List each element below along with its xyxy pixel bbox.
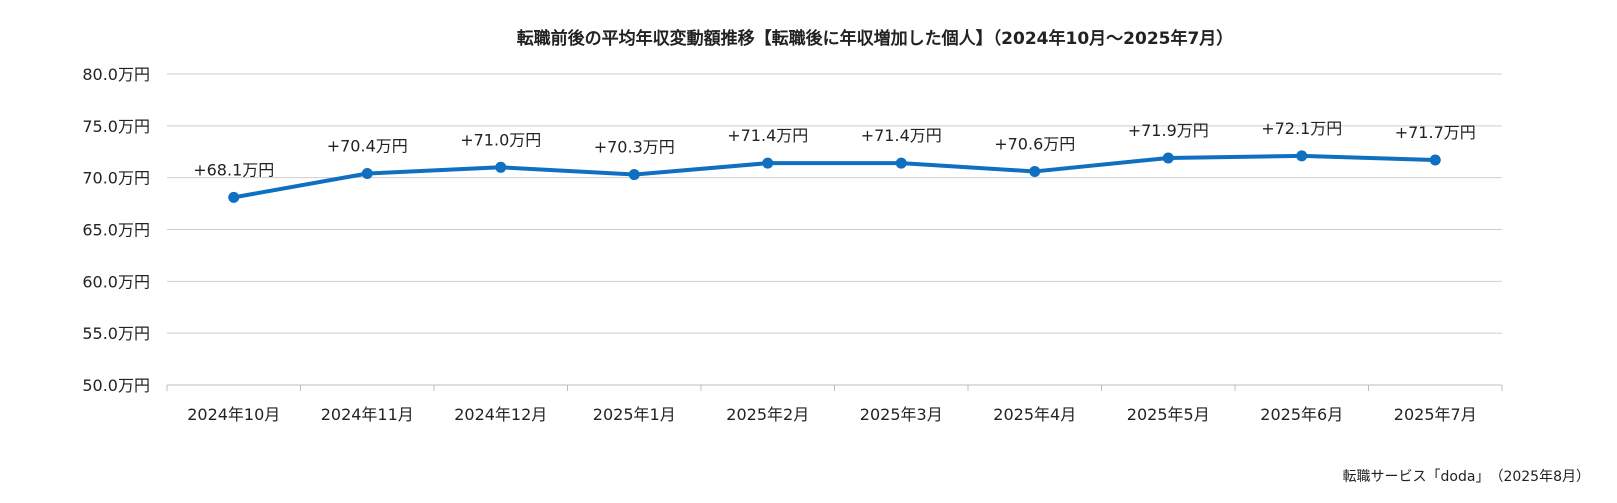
x-tick-label: 2025年3月 — [860, 405, 943, 424]
x-axis — [166, 384, 1503, 391]
x-tick-label: 2024年11月 — [321, 405, 414, 424]
data-label: +68.1万円 — [193, 160, 274, 179]
data-label: +70.6万円 — [994, 134, 1075, 153]
chart-title: 転職前後の平均年収変動額推移【転職後に年収増加した個人】（2024年10月～20… — [517, 28, 1234, 49]
x-tick-label: 2025年5月 — [1127, 405, 1210, 424]
y-tick-label: 65.0万円 — [82, 221, 150, 240]
grid-layer — [167, 73, 1502, 334]
y-tick-label: 50.0万円 — [82, 376, 150, 395]
data-label: +71.9万円 — [1128, 121, 1209, 140]
data-point — [1162, 152, 1174, 164]
y-tick-label: 70.0万円 — [82, 169, 150, 188]
x-tick-label: 2025年2月 — [726, 405, 809, 424]
data-point — [495, 161, 507, 173]
y-tick-label: 55.0万円 — [82, 324, 150, 343]
series-line — [231, 153, 1438, 200]
x-tick-label: 2025年6月 — [1260, 405, 1343, 424]
data-point — [1429, 154, 1441, 166]
y-tick-label: 80.0万円 — [82, 65, 150, 84]
data-label: +70.4万円 — [327, 137, 408, 156]
y-tick-label: 60.0万円 — [82, 272, 150, 291]
series-layer — [228, 150, 1441, 203]
data-point — [762, 157, 774, 169]
x-tick-label: 2025年7月 — [1394, 405, 1477, 424]
y-axis-tick-labels: 50.0万円 55.0万円 60.0万円 65.0万円 70.0万円 75.0万円 80.0… — [82, 65, 150, 395]
data-label: +70.3万円 — [594, 138, 675, 157]
y-tick-label: 75.0万円 — [82, 117, 150, 136]
x-tick-label: 2025年1月 — [593, 405, 676, 424]
x-tick-label: 2024年10月 — [187, 405, 280, 424]
data-point — [628, 169, 640, 181]
x-tick-label: 2024年12月 — [454, 405, 547, 424]
x-tick-label: 2025年4月 — [993, 405, 1076, 424]
data-point — [228, 191, 240, 203]
data-label-layer: +68.1万円 +70.4万円 +71.0万円 +70.3万円 +71.4万円 +71.4… — [193, 119, 1476, 179]
data-point — [1296, 150, 1308, 162]
data-point — [1029, 165, 1041, 177]
x-axis-tick-labels: 2024年10月 2024年11月 2024年12月 2025年1月 2025年2月 20… — [187, 405, 1477, 424]
data-label: +71.4万円 — [861, 126, 942, 145]
data-label: +71.7万円 — [1395, 123, 1476, 142]
data-label: +71.0万円 — [460, 130, 541, 149]
data-point — [895, 157, 907, 169]
data-label: +72.1万円 — [1261, 119, 1342, 138]
data-point — [361, 168, 373, 180]
source-note: 転職サービス「doda」 （2025年8月） — [1343, 469, 1590, 485]
data-label: +71.4万円 — [727, 126, 808, 145]
